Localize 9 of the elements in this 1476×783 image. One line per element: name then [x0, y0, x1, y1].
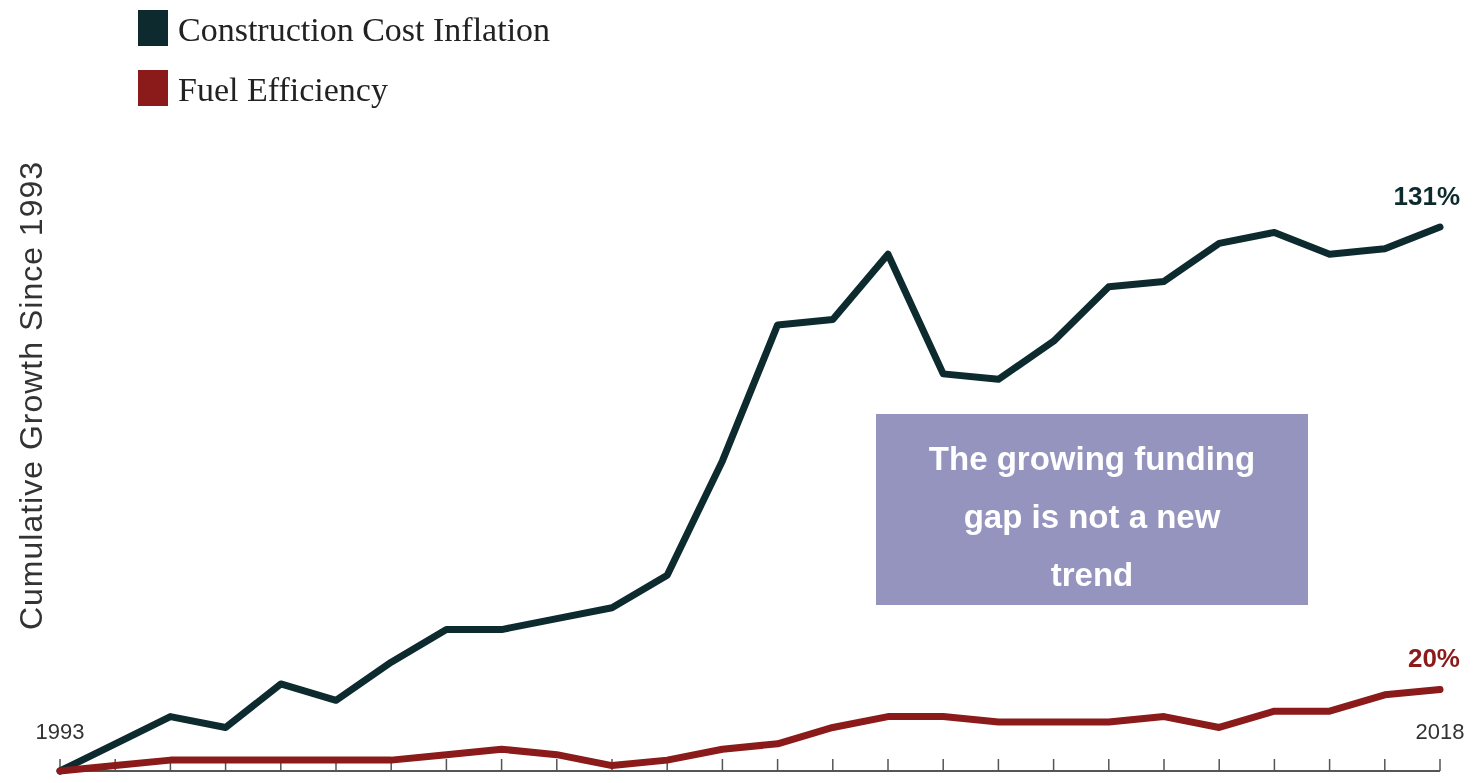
y-axis-title: Cumulative Growth Since 1993	[13, 160, 49, 631]
x-tick-label: 2018	[1415, 719, 1465, 744]
annotation: The growing funding gap is not a new trend	[928, 440, 1256, 593]
x-tick-label: 1993	[35, 719, 85, 744]
legend-label: Fuel Efficiency	[178, 71, 388, 108]
note-box: The growing funding gap is not a new trend	[876, 414, 1308, 605]
annotation: 20%	[1407, 643, 1460, 674]
annotation: 131%	[1393, 181, 1460, 211]
legend-label: Construction Cost Inflation	[178, 11, 551, 48]
